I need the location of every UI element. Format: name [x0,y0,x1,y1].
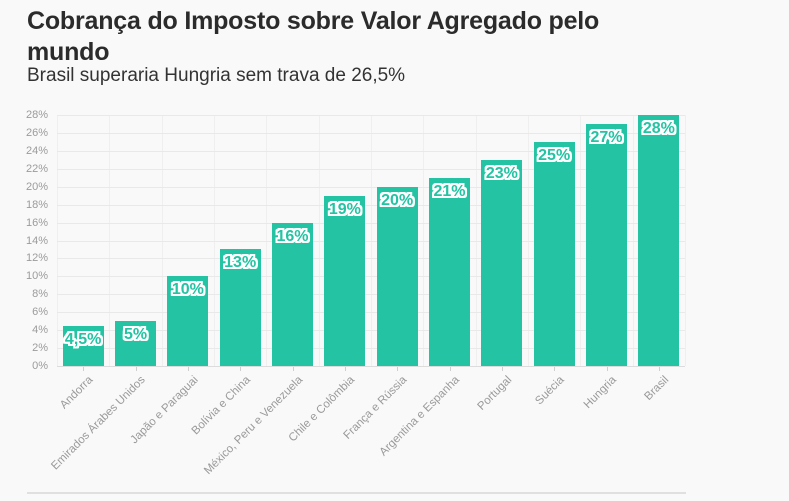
bar-value-label: 20% [381,191,414,209]
x-axis-tick-mark [83,367,85,371]
x-axis-category-label: Brasil [642,374,672,403]
x-axis-category-label: Hungria [582,374,619,411]
y-axis-tick-label: 14% [25,234,48,247]
bar [376,186,418,366]
bar [219,249,261,366]
x-axis-tick-mark [449,367,451,371]
horizontal-gridline [57,150,685,152]
bar [324,195,366,366]
vertical-gridline [685,115,686,366]
x-axis-category-label: Andorra [58,374,96,412]
footer-divider [27,492,686,494]
bar-value-label: 23% [485,164,518,182]
y-axis-tick-label: 22% [25,162,48,175]
y-axis-tick-label: 20% [25,180,48,193]
horizontal-gridline [57,240,685,242]
horizontal-gridline [57,222,685,224]
horizontal-gridline [57,186,685,188]
y-axis-tick-label: 24% [25,144,48,157]
horizontal-gridline [57,115,685,116]
y-axis-tick-label: 2% [32,342,48,355]
x-axis-tick-mark [292,367,294,371]
x-axis-tick-mark [135,367,137,371]
horizontal-gridline [57,204,685,206]
bar-value-label: 16% [276,227,309,245]
bar-value-label: 13% [224,254,257,272]
horizontal-gridline [57,132,685,134]
y-axis-tick-label: 6% [32,306,48,319]
x-axis-category-label: México, Peru e Venezuela [202,374,305,477]
bar [586,123,627,366]
bar [62,325,104,366]
bar-value-label: 21% [433,182,466,200]
bar-value-label: 19% [328,200,361,218]
horizontal-gridline [57,276,685,278]
x-axis-category-label: Suécia [533,374,567,408]
x-axis-tick-mark [501,367,503,371]
y-axis-tick-label: 8% [32,288,48,301]
horizontal-gridline [57,348,685,350]
bar-value-label: 25% [538,146,571,164]
x-axis-tick-mark [187,367,189,371]
horizontal-gridline [57,330,685,332]
bar-value-label: 5% [123,326,148,344]
y-axis-tick-label: 16% [25,216,48,229]
y-axis-tick-label: 18% [25,198,48,211]
x-axis-tick-mark [554,367,556,371]
horizontal-gridline [57,312,685,314]
bar-value-label: 27% [590,128,623,146]
x-axis-tick-mark [397,367,399,371]
bar [272,222,313,366]
bar-value-label: 10% [171,281,204,299]
bar-value-label: 4,5% [64,330,102,348]
y-axis-tick-label: 0% [32,360,48,372]
horizontal-gridline [57,168,685,170]
bar [429,177,470,366]
x-axis-tick-mark [240,367,242,371]
horizontal-gridline [57,258,685,260]
bar [481,159,523,366]
y-axis-tick-label: 28% [25,109,48,121]
y-axis-tick-label: 10% [25,270,48,283]
chart-title: Cobrança do Imposto sobre Valor Agregado… [27,7,600,66]
x-axis-baseline [57,366,685,367]
x-axis-tick-mark [606,367,608,371]
bar [533,141,575,366]
bar [167,276,209,366]
y-axis-tick-label: 26% [25,126,48,139]
x-axis-tick-mark [344,367,346,371]
y-axis-tick-label: 4% [32,324,48,337]
y-axis-tick-label: 12% [25,252,48,265]
x-axis-category-label: Emirados Árabes Unidos [49,374,148,473]
x-axis-category-label: Portugal [475,374,515,413]
chart-subtitle: Brasil superaria Hungria sem trava de 26… [27,65,406,86]
x-axis-tick-mark [658,367,660,371]
horizontal-gridline [57,294,685,296]
bar [638,115,680,366]
bar [115,321,156,366]
bar-value-label: 28% [642,120,675,137]
